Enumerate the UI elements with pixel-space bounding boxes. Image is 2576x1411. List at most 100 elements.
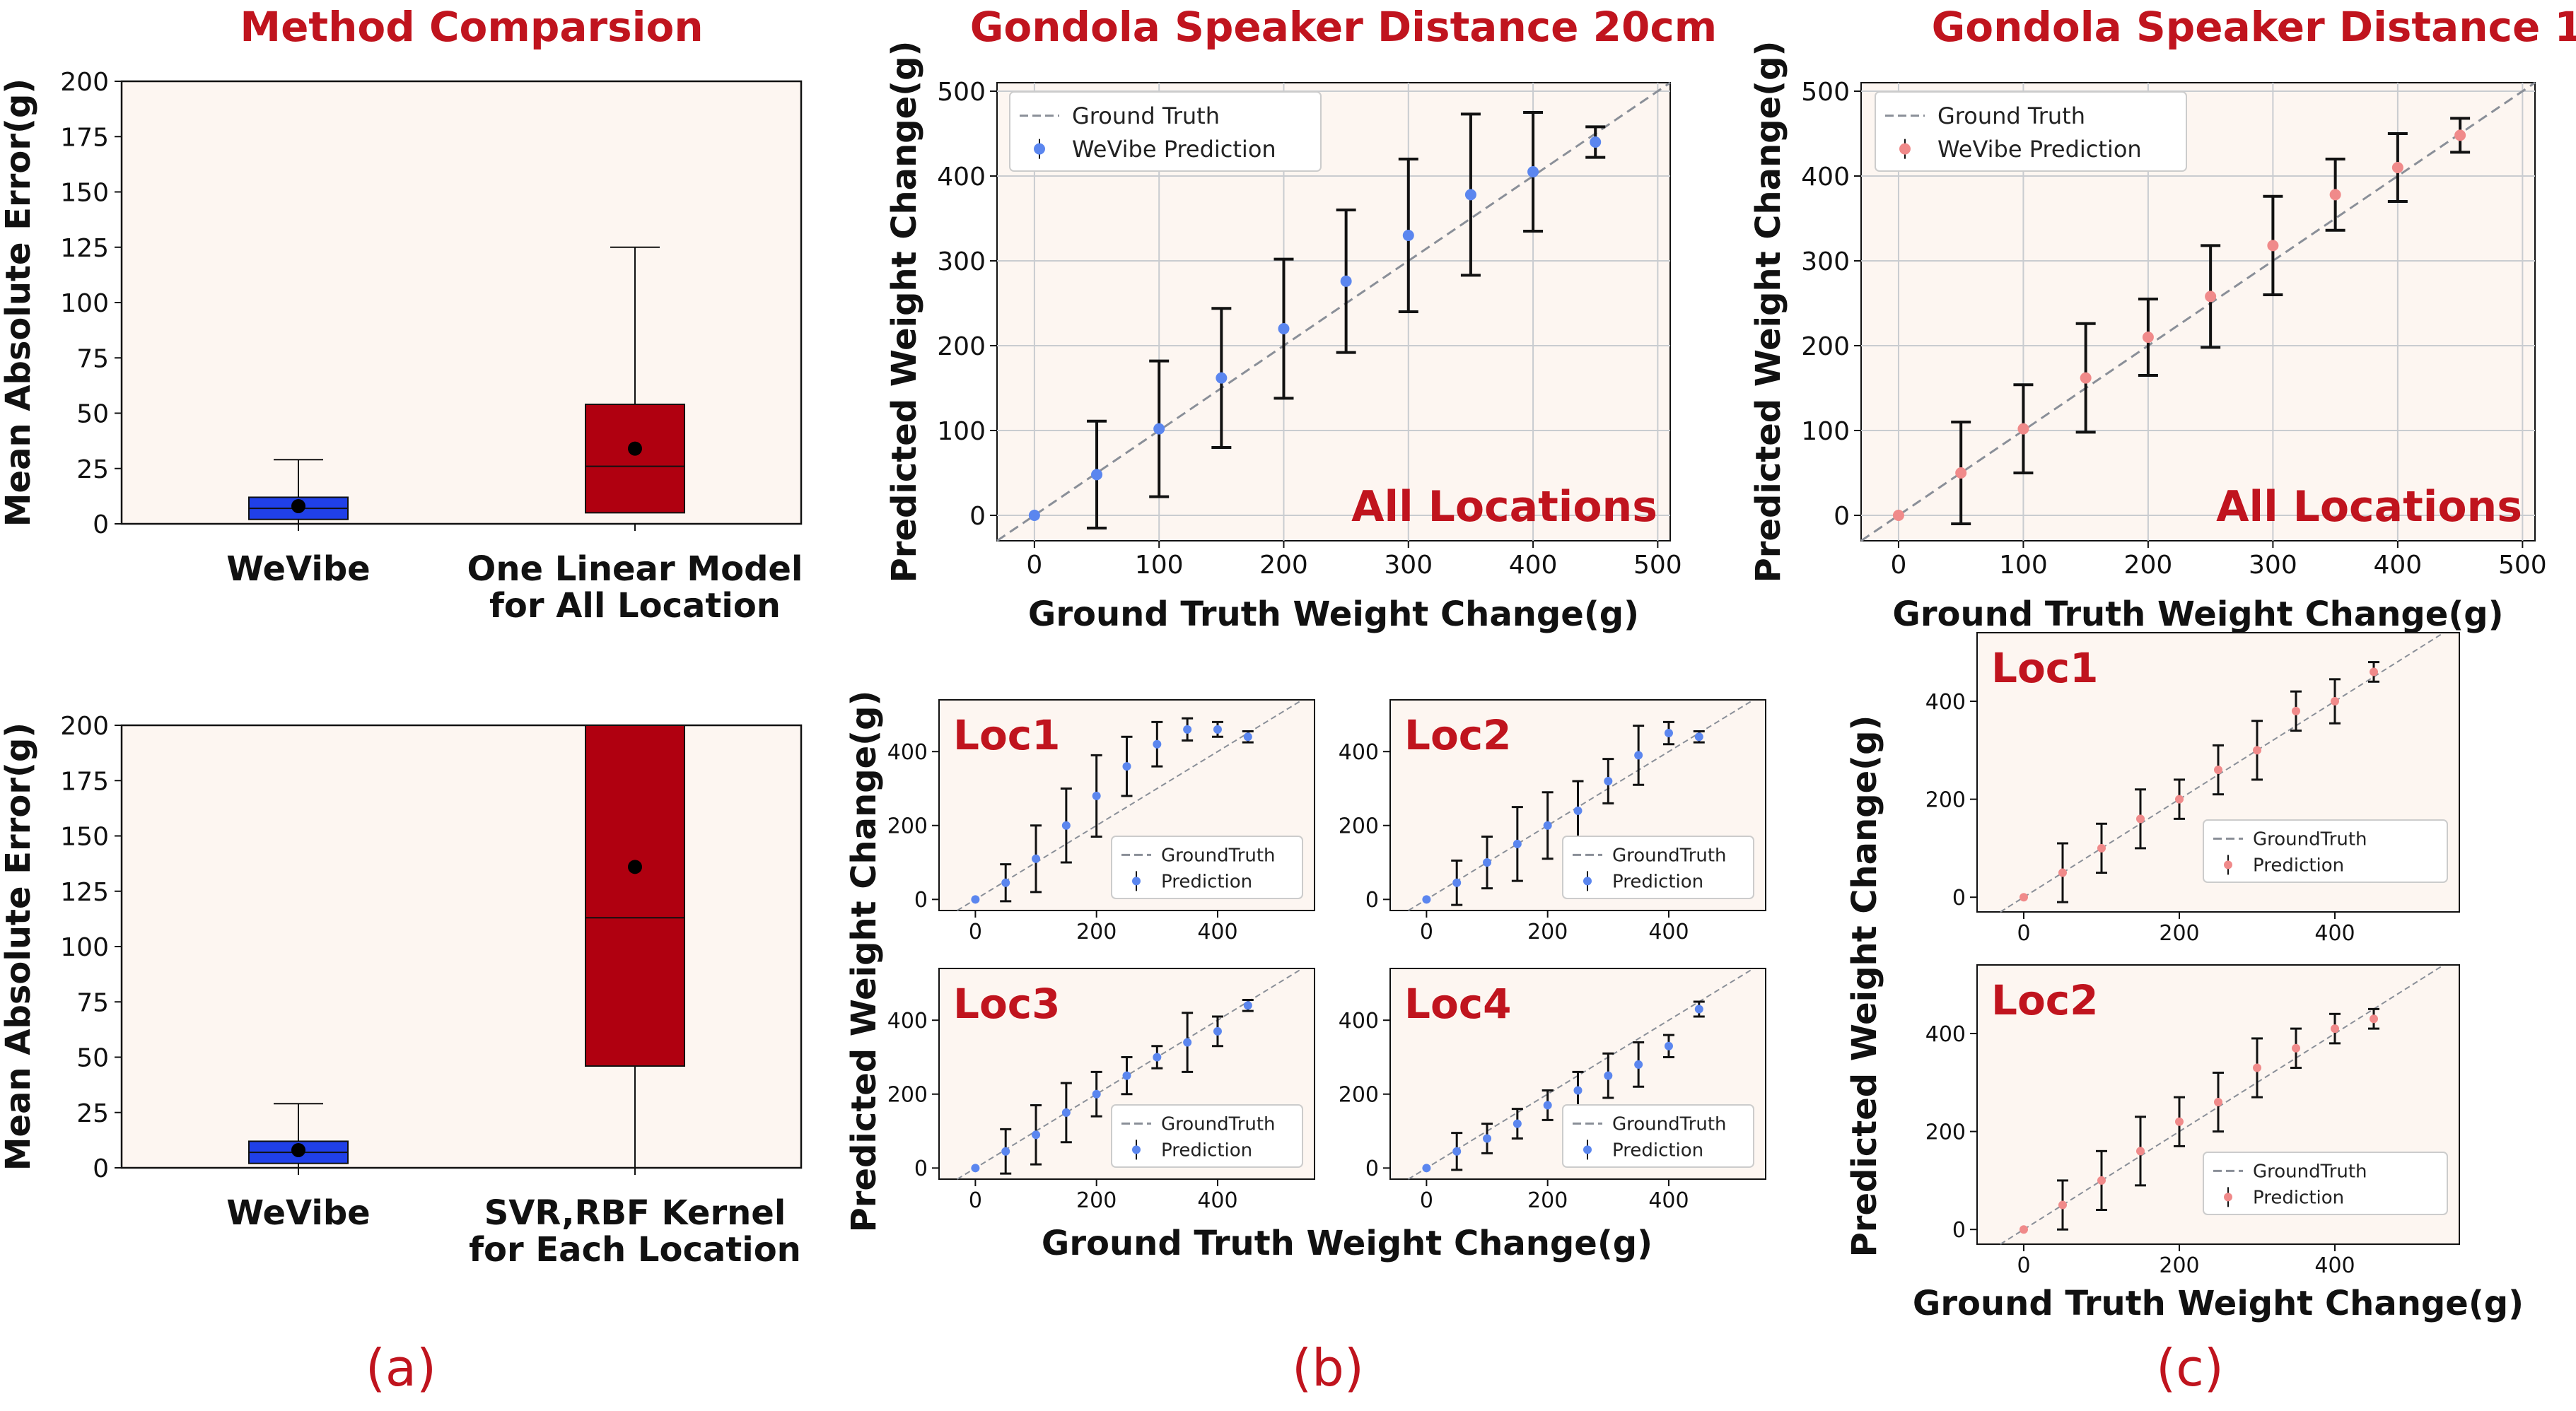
data-point: [1422, 895, 1431, 904]
ground-truth-line: [957, 699, 1303, 911]
x-axis-label: Ground Truth Weight Change(g): [1913, 1284, 2524, 1323]
x-tick-label: 100: [1999, 551, 2048, 580]
data-point: [2253, 1063, 2261, 1072]
x-tick-label: 400: [1197, 1188, 1237, 1213]
b-small-ylabel: Predicted Weight Change(g): [844, 691, 884, 1233]
y-tick-label: 200: [887, 1083, 928, 1108]
y-axis-label: Predicted Weight Change(g): [1749, 41, 1788, 583]
annotation-label: All Locations: [1351, 482, 1657, 532]
mean-point: [291, 1142, 305, 1157]
title-method-comparison: Method Comparsion: [240, 3, 703, 51]
data-point: [2020, 893, 2028, 902]
x-tick-label: 200: [1076, 1188, 1117, 1213]
data-point: [1892, 510, 1904, 521]
legend-box: [1111, 1104, 1303, 1168]
y-tick-label: 25: [76, 455, 109, 484]
x-tick-label: 400: [1509, 551, 1558, 580]
data-point: [1573, 1086, 1583, 1095]
legend-gt-label: GroundTruth: [1161, 1114, 1276, 1135]
legend-gt-label: GroundTruth: [2253, 829, 2367, 850]
data-point: [2370, 1014, 2378, 1024]
x-category-label: for All Location: [489, 586, 781, 626]
y-tick-label: 200: [60, 712, 109, 741]
legend-gt-label: GroundTruth: [1161, 845, 1276, 867]
y-tick-label: 0: [914, 1157, 928, 1181]
y-tick-label: 100: [60, 289, 109, 318]
x-category-label: for Each Location: [469, 1230, 801, 1270]
y-tick-label: 400: [1339, 740, 1379, 765]
data-point: [1527, 166, 1539, 177]
x-tick-label: 100: [1135, 551, 1184, 580]
data-point: [1634, 1060, 1643, 1069]
data-point: [1032, 1130, 1041, 1140]
data-point: [1422, 1164, 1431, 1173]
data-point: [2454, 129, 2466, 141]
chart-b-loc2: 0 200 400 0 200 400 GroundTruth Prediction Loc2: [1339, 699, 1766, 944]
legend-pred-swatch: [1132, 1145, 1141, 1154]
chart-a-bottom: 0 25 50 75 100 125 150 175 200 Mean Absolute Erro…: [0, 712, 803, 1270]
y-tick-label: 0: [969, 502, 986, 531]
annotation-label: Loc1: [953, 711, 1061, 759]
data-point: [1483, 858, 1492, 867]
chart-c-loc1: 0 200 400 0 200 400 GroundTruth Prediction Loc1: [1925, 632, 2460, 946]
legend-gt-label: Ground Truth: [1937, 103, 2085, 129]
legend-box: [1562, 836, 1754, 899]
data-point: [1664, 1041, 1673, 1050]
y-tick-label: 50: [76, 400, 109, 429]
data-point: [1604, 1071, 1613, 1080]
data-point: [2175, 1117, 2184, 1126]
y-tick-label: 150: [60, 823, 109, 852]
data-point: [2214, 1098, 2222, 1107]
chart-a-top: 0 25 50 75 100 125 150 175 200 Mean Absolute Erro…: [0, 68, 803, 626]
data-point: [1092, 791, 1101, 800]
data-point: [1402, 230, 1414, 241]
y-tick-label: 400: [1801, 163, 1850, 192]
data-point: [2267, 240, 2279, 252]
data-point: [1452, 878, 1462, 887]
y-axis-label: Predicted Weight Change(g): [885, 41, 924, 583]
data-point: [1543, 1101, 1552, 1110]
y-tick-label: 100: [60, 933, 109, 962]
data-point: [2058, 1200, 2067, 1210]
data-point: [1513, 1119, 1522, 1128]
annotation-label: All Locations: [2216, 482, 2522, 532]
legend-pred-label: Prediction: [1161, 871, 1252, 892]
y-tick-label: 200: [1339, 814, 1379, 839]
data-point: [2097, 1176, 2106, 1185]
data-point: [1340, 275, 1352, 287]
data-point: [2058, 868, 2067, 877]
data-point: [2391, 162, 2403, 173]
y-tick-label: 175: [60, 767, 109, 796]
data-point: [1213, 725, 1222, 734]
y-tick-label: 50: [76, 1044, 109, 1073]
x-category-label: WeVibe: [226, 1193, 370, 1233]
x-tick-label: 300: [1384, 551, 1433, 580]
data-point: [1092, 1089, 1101, 1099]
y-axis-label: Mean Absolute Error(g): [0, 722, 38, 1171]
mean-point: [628, 441, 642, 456]
data-point: [2214, 766, 2222, 775]
data-point: [2017, 423, 2029, 435]
y-tick-label: 200: [1801, 332, 1850, 361]
legend-pred-swatch: [2224, 1193, 2232, 1202]
c-small-ylabel: Predicted Weight Change(g): [1845, 715, 1884, 1258]
x-tick-label: 400: [1197, 920, 1237, 944]
x-tick-label: 400: [2374, 551, 2423, 580]
x-category-label: One Linear Model: [467, 549, 803, 589]
y-tick-label: 125: [60, 878, 109, 907]
y-tick-label: 75: [76, 988, 109, 1017]
legend-pred-label: Prediction: [2253, 1187, 2344, 1208]
annotation-label: Loc4: [1404, 980, 1512, 1028]
data-point: [1213, 1026, 1222, 1036]
y-tick-label: 200: [1925, 1120, 1966, 1144]
data-point: [2331, 697, 2339, 706]
x-tick-label: 0: [1890, 551, 1906, 580]
y-tick-label: 100: [1801, 417, 1850, 446]
y-tick-label: 200: [1925, 788, 1966, 812]
data-point: [1061, 821, 1071, 830]
ground-truth-line: [1408, 968, 1754, 1180]
x-axis-label: Ground Truth Weight Change(g): [1892, 595, 2503, 634]
x-axis-label: Ground Truth Weight Change(g): [1028, 595, 1639, 634]
panel-label-a: (a): [366, 1338, 436, 1398]
x-tick-label: 200: [1259, 551, 1308, 580]
